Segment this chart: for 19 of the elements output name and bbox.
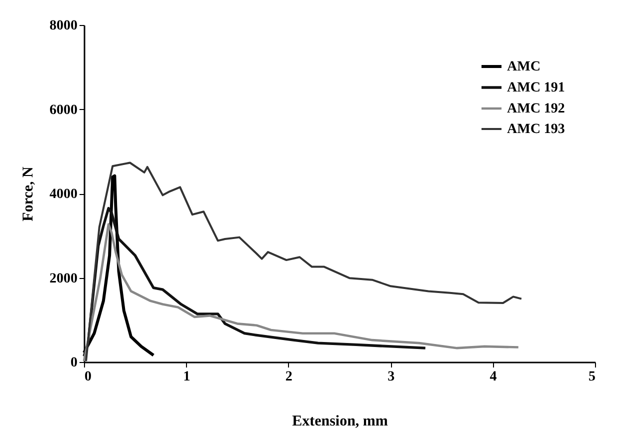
x-tick-label: 5 — [588, 370, 596, 384]
legend-label: AMC — [507, 60, 540, 74]
x-tick-label: 0 — [84, 370, 92, 384]
x-tick-label: 4 — [490, 370, 497, 384]
x-tick-label: 3 — [388, 370, 395, 384]
x-axis-title: Extension, mm — [292, 414, 388, 430]
y-tick-label: 2000 — [50, 271, 78, 286]
x-tick-label: 1 — [183, 370, 190, 384]
legend-label: AMC 193 — [507, 122, 565, 137]
y-tick-label: 0 — [70, 356, 78, 370]
y-tick-label: 8000 — [50, 18, 78, 34]
y-tick-label: 4000 — [50, 187, 78, 202]
legend-label: AMC 191 — [507, 80, 565, 96]
y-tick-label: 6000 — [50, 102, 78, 118]
line-series — [85, 162, 522, 362]
y-axis-title: Force, N — [20, 166, 36, 222]
x-tick-label: 2 — [285, 370, 292, 384]
line-series — [82, 223, 520, 362]
legend-label: AMC 192 — [507, 102, 565, 116]
